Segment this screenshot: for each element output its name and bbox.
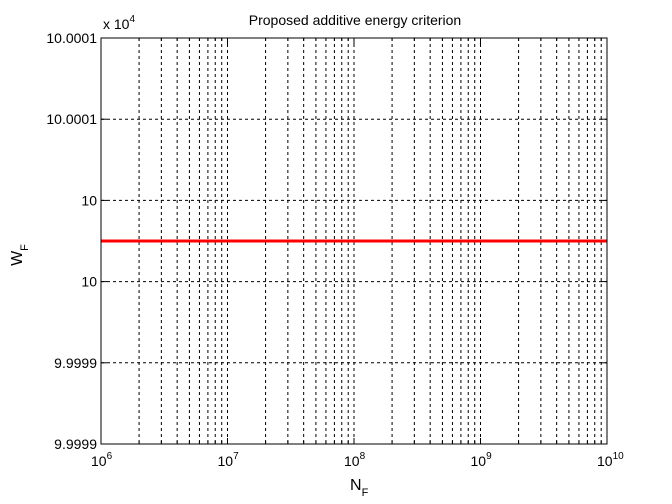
y-axis-label: WF (9, 244, 31, 266)
x-tick-label: 107 (218, 451, 240, 469)
y-axis-label-group: WF (9, 244, 31, 266)
y-tick-label: 10.0001 (46, 111, 97, 127)
y-multiplier: x 104 (103, 14, 135, 32)
grid (101, 38, 607, 444)
y-tick-label: 9.9999 (54, 436, 97, 452)
y-tick-labels: 9.9999 9.9999 10 10 10.0001 10.0001 (46, 30, 97, 452)
chart-title: Proposed additive energy criterion (249, 12, 461, 28)
y-tick-label: 9.9999 (54, 355, 97, 371)
y-tick-label: 10 (81, 192, 97, 208)
x-tick-label: 108 (344, 451, 366, 469)
x-tick-labels: 106 107 108 109 1010 (91, 451, 624, 469)
x-tick-label: 1010 (597, 451, 624, 469)
x-axis-label: NF (350, 477, 369, 499)
x-tick-label: 109 (471, 451, 493, 469)
y-tick-label: 10.0001 (46, 30, 97, 46)
tick-marks (100, 37, 607, 445)
x-tick-label: 106 (91, 451, 113, 469)
y-tick-label: 10 (81, 274, 97, 290)
